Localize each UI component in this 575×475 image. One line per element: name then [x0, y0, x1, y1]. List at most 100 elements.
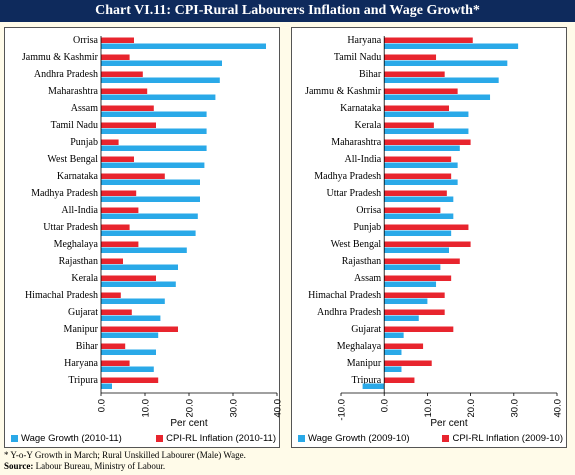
- bar-cpi: [384, 292, 445, 298]
- category-label: Meghalaya: [54, 239, 99, 250]
- bar-cpi: [384, 71, 445, 77]
- source-text: Labour Bureau, Ministry of Labour.: [35, 461, 166, 471]
- x-axis-label: Per cent: [170, 418, 207, 429]
- category-label: Maharashtra: [331, 137, 382, 148]
- bar-cpi: [101, 54, 130, 60]
- footnote-note: * Y-o-Y Growth in March; Rural Unskilled…: [4, 450, 246, 460]
- bar-cpi: [384, 326, 454, 332]
- category-label: Meghalaya: [337, 341, 382, 352]
- bar-cpi: [384, 207, 441, 213]
- category-label: Uttar Pradesh: [43, 222, 98, 233]
- category-label: Kerala: [355, 120, 382, 131]
- bar-cpi: [384, 224, 469, 230]
- bar-wage: [101, 315, 161, 321]
- bar-wage: [384, 43, 519, 49]
- footnotes: * Y-o-Y Growth in March; Rural Unskilled…: [4, 450, 246, 472]
- category-label: Himachal Pradesh: [308, 290, 381, 301]
- bar-wage: [384, 264, 441, 270]
- category-label: Assam: [354, 273, 381, 284]
- bar-wage: [101, 264, 178, 270]
- category-label: All-India: [61, 205, 98, 216]
- x-tick-label: 10.0: [141, 399, 152, 418]
- bar-cpi: [384, 258, 460, 264]
- category-label: Haryana: [64, 358, 98, 369]
- bar-cpi: [101, 241, 139, 247]
- x-tick-label: 0.0: [97, 399, 108, 412]
- category-label: Tamil Nadu: [334, 52, 381, 63]
- category-label: Gujarat: [68, 307, 98, 318]
- bar-wage: [101, 196, 200, 202]
- bar-cpi: [101, 377, 159, 383]
- bar-cpi: [101, 360, 130, 366]
- category-label: Punjab: [70, 137, 98, 148]
- bar-wage: [384, 111, 469, 117]
- legend-item-cpi: CPI-RL Inflation (2009-10): [442, 433, 563, 444]
- category-label: Karnataka: [340, 103, 382, 114]
- bar-cpi: [101, 190, 137, 196]
- category-label: West Bengal: [47, 154, 98, 165]
- legend-swatch-cpi: [156, 435, 164, 442]
- bar-wage: [384, 213, 454, 219]
- x-tick-label: 40.0: [553, 399, 564, 418]
- bar-cpi: [384, 122, 434, 128]
- bar-wage: [101, 332, 159, 338]
- bar-wage: [384, 230, 452, 236]
- category-label: West Bengal: [331, 239, 382, 250]
- x-tick-label: 40.0: [273, 399, 282, 418]
- bar-chart-2010-11: Orrisa Jammu & Kashmir Andhra Pradesh Mahar…: [22, 35, 282, 429]
- legend-label-wage: Wage Growth (2010-11): [21, 433, 122, 444]
- bar-wage: [384, 315, 419, 321]
- bar-cpi: [384, 377, 415, 383]
- category-label: Andhra Pradesh: [317, 307, 381, 318]
- bar-cpi: [101, 37, 134, 43]
- x-axis-label: Per cent: [430, 418, 467, 429]
- bar-cpi: [101, 105, 154, 111]
- bar-cpi: [101, 343, 126, 349]
- bar-cpi: [384, 343, 424, 349]
- legend-label-wage: Wage Growth (2009-10): [308, 433, 410, 444]
- bar-wage: [101, 349, 156, 355]
- bar-wage: [101, 111, 207, 117]
- legend-swatch-cpi: [442, 435, 450, 442]
- category-label: Karnataka: [57, 171, 99, 182]
- bar-wage: [101, 77, 220, 83]
- bar-wage: [384, 145, 460, 151]
- category-label: Orrisa: [73, 35, 99, 46]
- bar-wage: [101, 281, 176, 287]
- category-label: Tamil Nadu: [51, 120, 98, 131]
- bar-cpi: [101, 224, 130, 230]
- x-tick-label: 30.0: [509, 399, 520, 418]
- bar-cpi: [384, 309, 445, 315]
- chart-panel-2009-10: Haryana Tamil Nadu Bihar Jammu & Kashmir Kar…: [291, 27, 567, 448]
- bar-cpi: [384, 241, 471, 247]
- x-tick-label: 30.0: [229, 399, 240, 418]
- x-tick-label: 20.0: [466, 399, 477, 418]
- bar-wage: [362, 383, 385, 389]
- legend-item-cpi: CPI-RL Inflation (2010-11): [156, 433, 276, 444]
- bar-wage: [101, 94, 216, 100]
- bar-cpi: [101, 88, 148, 94]
- bar-wage: [101, 60, 222, 66]
- chart-title: Chart VI.11: CPI-Rural Labourers Inflati…: [0, 0, 575, 22]
- bar-wage: [384, 196, 454, 202]
- bar-wage: [101, 162, 205, 168]
- bar-wage: [384, 366, 402, 372]
- x-tick-label: 20.0: [185, 399, 196, 418]
- bar-cpi: [384, 190, 447, 196]
- bar-wage: [101, 128, 207, 134]
- bar-cpi: [384, 275, 452, 281]
- bar-cpi: [101, 173, 165, 179]
- bar-cpi: [101, 207, 139, 213]
- category-label: Maharashtra: [48, 86, 99, 97]
- bar-chart-2009-10: Haryana Tamil Nadu Bihar Jammu & Kashmir Kar…: [305, 35, 564, 429]
- legend-swatch-wage: [11, 435, 18, 442]
- bar-wage: [101, 145, 207, 151]
- bar-wage: [101, 179, 200, 185]
- category-label: Manipur: [347, 358, 382, 369]
- chart-panel-2010-11: Orrisa Jammu & Kashmir Andhra Pradesh Mahar…: [4, 27, 282, 448]
- category-label: Tripura: [68, 375, 98, 386]
- bar-cpi: [101, 326, 178, 332]
- bar-cpi: [384, 139, 471, 145]
- bar-cpi: [384, 156, 452, 162]
- bar-wage: [384, 60, 508, 66]
